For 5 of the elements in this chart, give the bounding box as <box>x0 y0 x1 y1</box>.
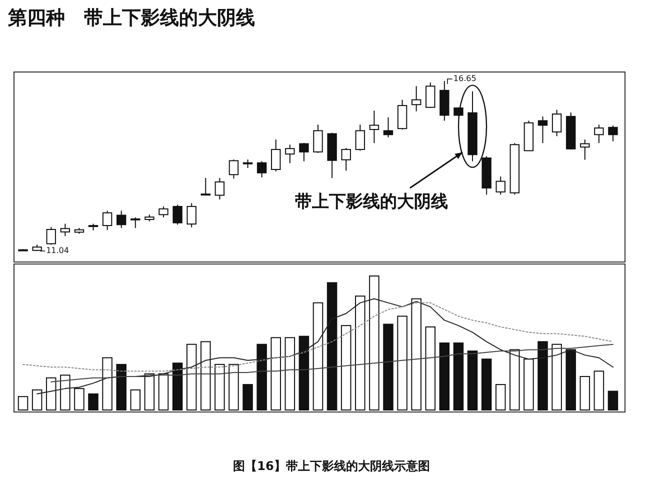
chart-title: 第四种 带上下影线的大阴线 <box>7 7 255 29</box>
annotation: 16.65 <box>453 74 476 84</box>
annotation: 带上下影线的大阴线 <box>295 192 448 212</box>
annotation: 11.04 <box>46 246 69 256</box>
text: 图【16】带上下影线的大阴线示意图 <box>233 459 430 473</box>
